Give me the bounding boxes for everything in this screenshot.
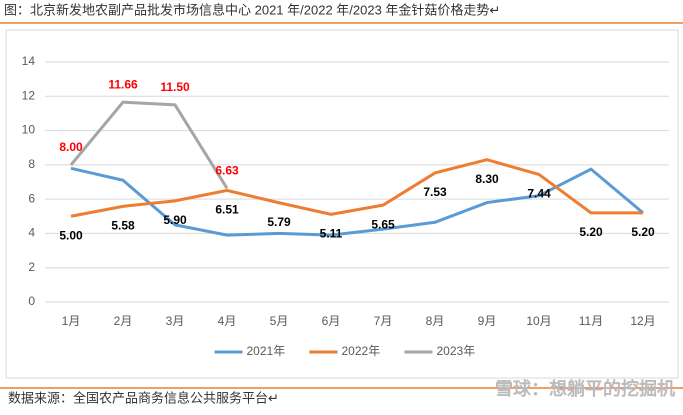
x-tick-label: 3月	[166, 314, 185, 328]
y-tick-label: 10	[22, 123, 36, 137]
source: 数据来源：全国农产品商务信息公共服务平台↵	[8, 390, 279, 405]
series-line	[70, 158, 643, 218]
data-label: 5.90	[163, 213, 187, 227]
x-tick-label: 5月	[270, 314, 289, 328]
data-label: 7.44	[527, 187, 551, 201]
x-tick-label: 10月	[526, 314, 551, 328]
x-tick-label: 8月	[426, 314, 445, 328]
x-tick-label: 2月	[114, 314, 133, 328]
legend-label: 2023年	[437, 344, 476, 358]
data-label: 6.63	[215, 164, 239, 178]
data-label: 5.65	[371, 217, 395, 231]
data-label: 8.00	[59, 140, 83, 154]
y-tick-label: 6	[28, 191, 35, 205]
x-tick-label: 6月	[322, 314, 341, 328]
x-tick-label: 7月	[374, 314, 393, 328]
data-label: 11.66	[108, 77, 138, 91]
data-label: 11.50	[160, 80, 190, 94]
data-label: 5.20	[579, 225, 603, 239]
y-tick-label: 0	[28, 294, 35, 308]
y-tick-label: 12	[22, 88, 36, 102]
x-tick-label: 9月	[478, 314, 497, 328]
chart-title: 图：北京新发地农副产品批发市场信息中心 2021 年/2022 年/2023 年…	[4, 2, 500, 17]
x-tick-label: 4月	[218, 314, 237, 328]
legend-label: 2021年	[247, 344, 286, 358]
legend-label: 2022年	[342, 344, 381, 358]
series-line	[70, 166, 644, 237]
y-tick-label: 8	[28, 157, 35, 171]
data-label: 5.11	[320, 227, 343, 241]
data-label: 6.51	[215, 203, 239, 217]
x-tick-label: 11月	[579, 314, 603, 328]
series-line	[69, 100, 229, 190]
data-label: 5.58	[111, 219, 135, 233]
chart-frame	[5, 29, 679, 379]
x-tick-label: 1月	[62, 314, 81, 328]
data-label: 8.30	[475, 172, 499, 186]
data-label: 5.79	[267, 215, 291, 229]
y-tick-label: 14	[22, 54, 36, 68]
data-label: 5.00	[59, 228, 83, 242]
data-label: 5.20	[631, 225, 655, 239]
x-tick-label: 12月	[630, 314, 655, 328]
watermark: 雪球：想躺平的挖掘机	[495, 378, 675, 399]
y-tick-label: 2	[28, 260, 35, 274]
y-tick-label: 4	[28, 226, 35, 240]
data-label: 7.53	[423, 185, 447, 199]
